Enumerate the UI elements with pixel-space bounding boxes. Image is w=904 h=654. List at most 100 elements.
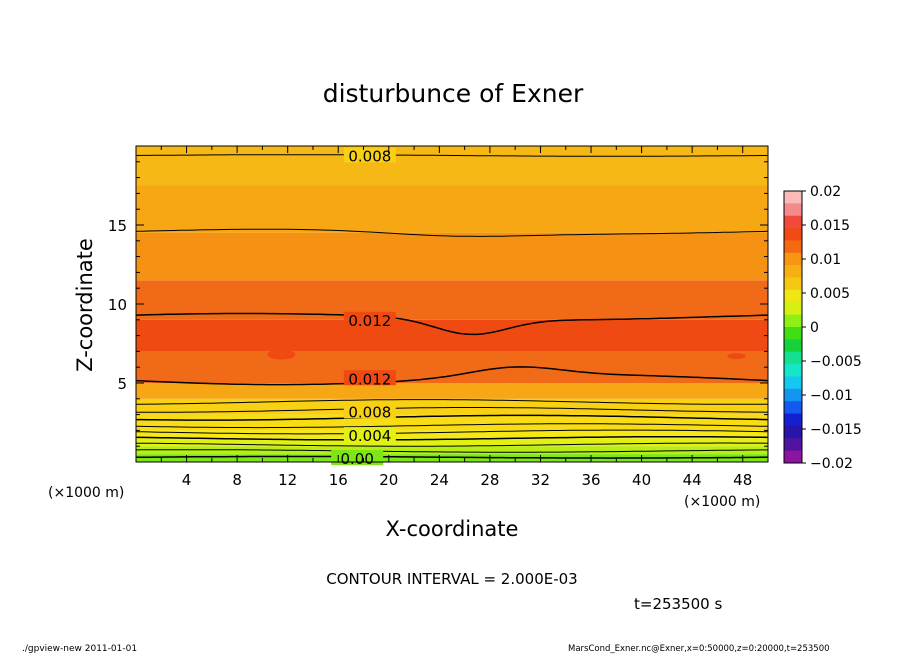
contour-label: 0.012: [348, 370, 391, 388]
colorbar-swatch: [784, 203, 802, 217]
contour-blob: [727, 353, 746, 360]
contour-line: [135, 455, 768, 459]
contour-line: [135, 154, 768, 157]
contour-band: [136, 438, 768, 447]
colorbar-swatch: [784, 314, 802, 328]
time-text: t=253500 s: [634, 595, 722, 613]
contour-label: 0.008: [348, 403, 391, 421]
contour-line: [136, 435, 769, 441]
contour-line: [135, 429, 769, 435]
x-tick-label: 48: [733, 471, 752, 489]
contour-label-bg: [343, 147, 396, 163]
x-axis-label: X-coordinate: [386, 517, 519, 541]
y-tick-label: 10: [108, 296, 127, 314]
x-tick-label: 40: [632, 471, 651, 489]
contour-band: [136, 351, 768, 383]
chart-title: disturbunce of Exner: [323, 79, 584, 108]
colorbar-swatch: [784, 215, 802, 229]
colorbar-tick-label: −0.005: [810, 354, 862, 370]
contour-blob: [267, 349, 296, 360]
contour-label: 0.00: [340, 450, 373, 468]
colorbar-tick-label: 0.01: [810, 252, 841, 268]
colorbar-tick-labels: 0.02 0.015 0.01 0.005 0 −0.005 −0.01 −0.015 −0.0…: [802, 184, 862, 472]
colorbar-swatch: [784, 302, 802, 316]
contour-label-bg: [343, 427, 396, 443]
colorbar-swatch: [784, 438, 802, 452]
colorbar-swatch: [784, 413, 802, 427]
contour-fill-bands: [136, 146, 768, 462]
y-tick-labels: 5 10 15: [108, 217, 127, 393]
contour-label: 0.008: [348, 147, 391, 165]
contour-lines: [135, 154, 769, 459]
contour-label-bg: [331, 450, 384, 466]
x-tick-label: 36: [581, 471, 600, 489]
y-axis-label: Z-coordinate: [73, 238, 97, 372]
colorbar-tick-label: 0.015: [810, 218, 850, 234]
colorbar-tick-label: −0.015: [810, 422, 862, 438]
x-tick-label: 24: [430, 471, 449, 489]
contour-line: [136, 407, 769, 413]
colorbar-swatch: [784, 265, 802, 279]
x-tick-label: 8: [232, 471, 242, 489]
x-tick-label: 44: [683, 471, 702, 489]
contour-band: [136, 454, 768, 462]
footer-right: MarsCond_Exner.nc@Exner,x=0:50000,z=0:20…: [568, 644, 830, 654]
contour-label: 0.004: [348, 427, 391, 445]
colorbar-swatch: [784, 289, 802, 303]
contour-label: 0.012: [348, 312, 391, 330]
colorbar-swatch: [784, 450, 802, 464]
x-tick-label: 28: [480, 471, 499, 489]
contour-band: [136, 422, 768, 431]
colorbar-tick-label: 0: [810, 320, 819, 336]
contour-band: [136, 414, 768, 423]
colorbar-swatch: [784, 425, 802, 439]
y-tick-label: 15: [108, 217, 127, 235]
colorbar-swatch: [784, 401, 802, 415]
contour-band: [136, 319, 768, 352]
colorbar-swatch: [784, 339, 802, 353]
contour-line: [136, 399, 769, 405]
colorbar-swatch: [784, 277, 802, 291]
colorbar-swatch: [784, 327, 802, 340]
footer-left: ./gpview-new 2011-01-01: [22, 644, 137, 654]
contour-label-bg: [343, 403, 396, 419]
colorbar-swatch: [784, 351, 802, 365]
contour-band: [136, 446, 768, 455]
colorbar-swatch: [784, 388, 802, 402]
contour-line: [136, 414, 769, 421]
contour-band: [136, 398, 768, 415]
colorbar-swatch: [784, 252, 802, 266]
colorbar-tick-label: −0.01: [810, 388, 853, 404]
x-unit-label: (×1000 m): [684, 494, 760, 510]
x-tick-label: 32: [531, 471, 550, 489]
axis-ticks: [136, 146, 769, 462]
contour-line: [135, 366, 769, 386]
contour-labels: 0.008 0.012 0.012 0.008 0.004 0.00: [331, 147, 396, 468]
x-tick-label: 12: [278, 471, 297, 489]
x-tick-label: 4: [182, 471, 192, 489]
colorbar-swatch: [784, 228, 802, 241]
contour-band: [136, 430, 768, 439]
y-unit-label: (×1000 m): [48, 485, 124, 501]
colorbar-tick-label: −0.02: [810, 456, 853, 472]
x-tick-label: 16: [329, 471, 348, 489]
contour-label-bg: [343, 370, 396, 386]
contour-band: [136, 185, 768, 233]
contour-line: [135, 449, 768, 453]
contour-band: [136, 146, 768, 186]
colorbar-tick-label: 0.005: [810, 286, 850, 302]
contour-line: [136, 442, 769, 447]
contour-band: [136, 383, 768, 399]
colorbar-swatch: [784, 191, 802, 204]
colorbar-tick-label: 0.02: [810, 184, 841, 200]
contour-line: [135, 228, 769, 237]
colorbar: [783, 190, 803, 464]
colorbar-swatch: [784, 376, 802, 390]
contour-band: [136, 232, 768, 281]
contour-line: [135, 312, 769, 336]
contour-line: [135, 423, 769, 429]
contour-interval-text: CONTOUR INTERVAL = 2.000E-03: [326, 570, 577, 588]
x-tick-label: 20: [379, 471, 398, 489]
colorbar-swatch: [784, 364, 802, 377]
